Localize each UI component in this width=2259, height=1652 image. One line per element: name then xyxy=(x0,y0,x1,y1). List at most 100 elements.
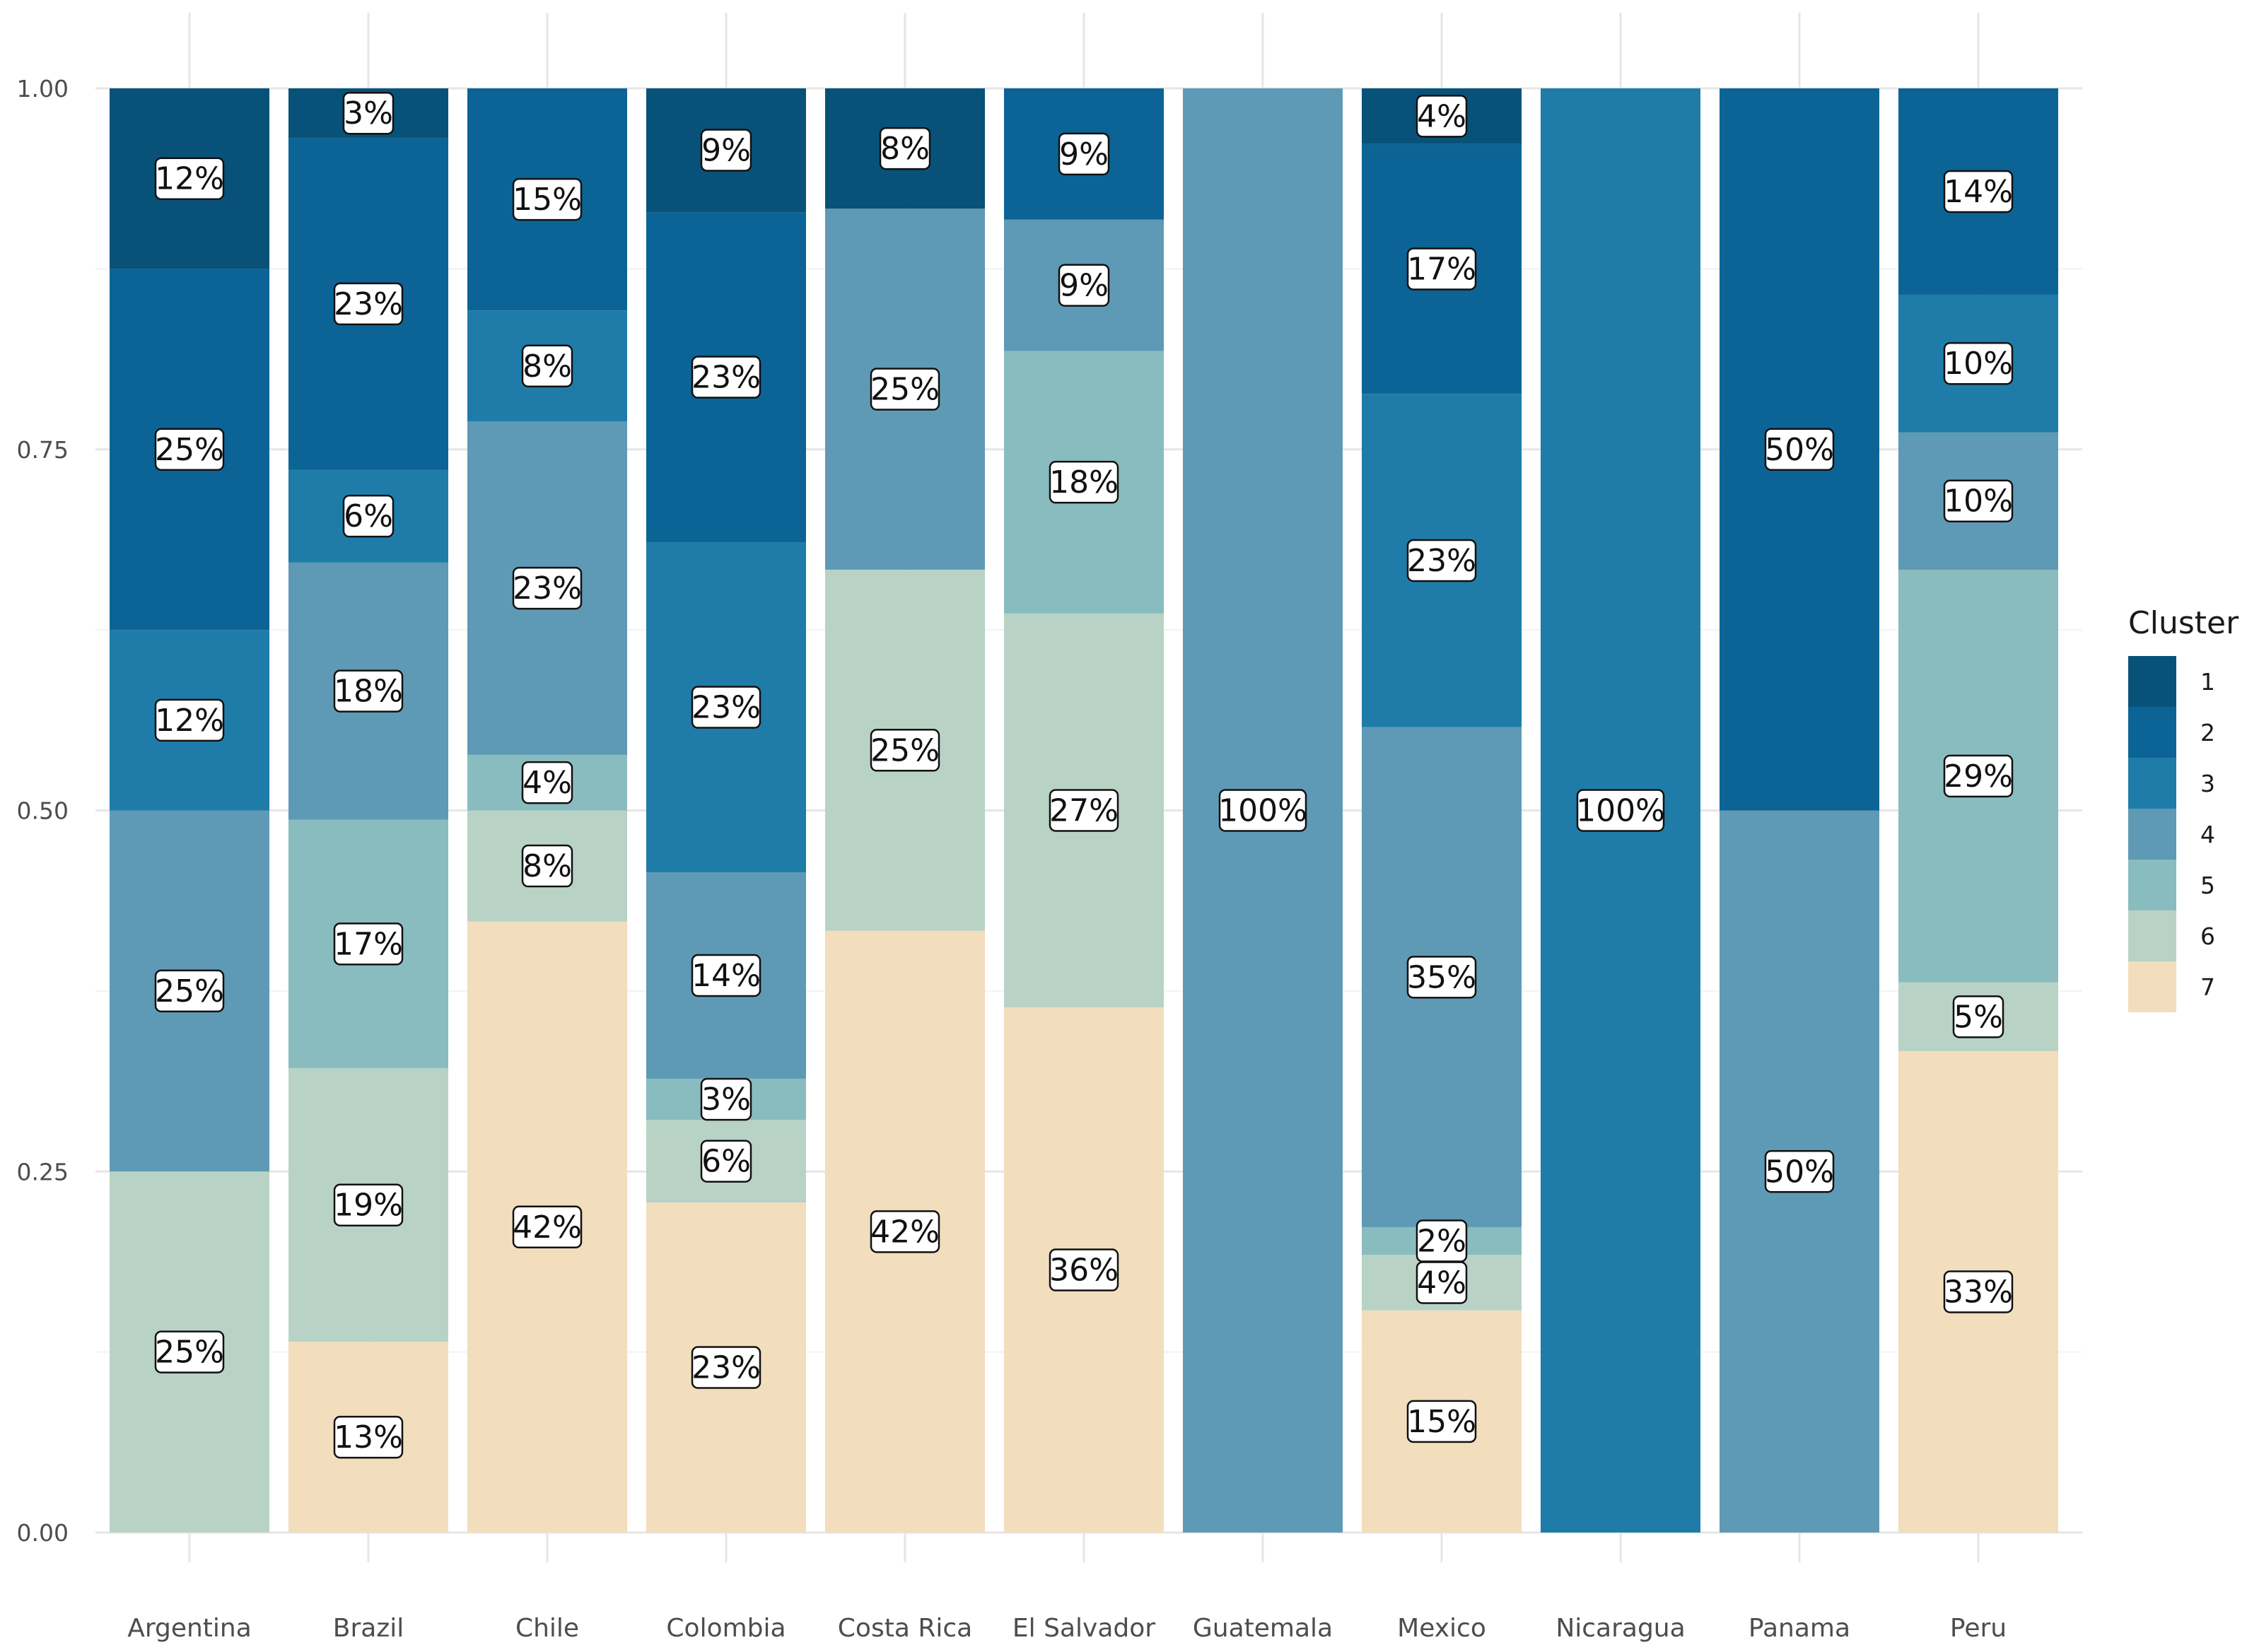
data-label: 23% xyxy=(513,570,582,607)
y-axis: 0.00 0.25 0.50 0.75 1.00 xyxy=(17,75,69,1547)
x-tick-label: Panama xyxy=(1749,1614,1850,1643)
legend-key xyxy=(2128,961,2176,1012)
data-label-box xyxy=(1943,479,2014,522)
data-label: 42% xyxy=(870,1214,940,1250)
data-label: 36% xyxy=(1049,1253,1119,1289)
data-label-box xyxy=(1952,995,2004,1038)
data-label: 23% xyxy=(1407,543,1476,579)
legend-key xyxy=(2128,656,2176,707)
y-tick-label: 0.00 xyxy=(17,1519,69,1547)
data-label-box xyxy=(154,969,225,1013)
data-label-box xyxy=(691,686,761,729)
data-label: 12% xyxy=(155,161,224,197)
data-label: 100% xyxy=(1218,793,1307,829)
data-label: 17% xyxy=(334,926,403,962)
data-label: 14% xyxy=(1944,174,2013,210)
data-label-box xyxy=(154,428,225,471)
data-label: 5% xyxy=(1954,999,2003,1035)
data-label: 50% xyxy=(1765,1154,1834,1190)
data-label-box xyxy=(333,669,404,713)
x-tick-label: Argentina xyxy=(127,1614,252,1643)
data-label-box xyxy=(1943,341,2014,385)
legend-key xyxy=(2128,707,2176,758)
data-label-box xyxy=(691,356,761,399)
data-label-box xyxy=(1218,789,1307,832)
x-axis: Argentina Brazil Chile Colombia Costa Rica El… xyxy=(127,1614,2007,1643)
data-label-box xyxy=(1764,1150,1835,1193)
data-label-box xyxy=(521,844,573,888)
data-label: 15% xyxy=(513,182,582,218)
data-label-box xyxy=(1415,1219,1468,1263)
data-label-box xyxy=(691,1346,761,1389)
data-label: 27% xyxy=(1049,793,1119,829)
data-label: 15% xyxy=(1407,1404,1476,1440)
data-label: 19% xyxy=(334,1188,403,1224)
x-tick-label: Mexico xyxy=(1397,1614,1486,1643)
data-label-box xyxy=(879,127,931,170)
data-label: 8% xyxy=(523,848,572,884)
legend-label: 4 xyxy=(2200,821,2215,848)
data-label: 9% xyxy=(1059,136,1109,172)
legend-label: 1 xyxy=(2200,668,2215,696)
data-label-box xyxy=(1764,428,1835,471)
data-label-box xyxy=(333,282,404,326)
data-label-box xyxy=(1406,539,1477,582)
data-label-box xyxy=(333,922,404,966)
y-tick-label: 1.00 xyxy=(17,75,69,102)
data-label-box xyxy=(1049,789,1119,832)
data-label-box xyxy=(1415,95,1468,138)
data-label: 14% xyxy=(691,958,761,994)
x-tick-label: Peru xyxy=(1950,1614,2007,1643)
data-label: 2% xyxy=(1417,1224,1466,1260)
data-label: 8% xyxy=(523,348,572,385)
legend-key xyxy=(2128,860,2176,910)
data-labels: 25% 25% 12% 25% 12% 13% 19% 17% 18% 6% 23% 3% 42% 8% 4… xyxy=(154,91,2014,1459)
data-label: 18% xyxy=(334,674,403,710)
data-label: 10% xyxy=(1944,484,2013,520)
data-label: 4% xyxy=(1417,98,1466,134)
data-label: 18% xyxy=(1049,464,1119,500)
data-label-box xyxy=(1058,264,1110,307)
data-label-box xyxy=(333,1415,404,1459)
data-label-box xyxy=(1406,956,1477,999)
y-tick-label: 0.25 xyxy=(17,1158,69,1185)
x-tick-label: Brazil xyxy=(333,1614,404,1643)
data-label-box xyxy=(870,729,940,772)
data-label: 3% xyxy=(344,95,393,131)
data-label-box xyxy=(870,368,940,411)
data-label: 13% xyxy=(334,1419,403,1455)
data-label-box xyxy=(1049,1248,1119,1291)
data-label-box xyxy=(154,1330,225,1373)
y-tick-label: 0.50 xyxy=(17,797,69,825)
data-label: 9% xyxy=(1059,268,1109,304)
data-label-box xyxy=(700,1140,752,1183)
data-label: 3% xyxy=(701,1082,751,1118)
data-label-box xyxy=(521,344,573,388)
data-label-box xyxy=(1406,247,1477,291)
data-label: 25% xyxy=(155,432,224,468)
data-label-box xyxy=(342,494,395,538)
data-label-box xyxy=(1049,460,1119,504)
data-label: 25% xyxy=(870,732,940,768)
data-label: 25% xyxy=(155,1335,224,1371)
data-label: 8% xyxy=(880,131,930,167)
x-tick-label: Colombia xyxy=(666,1614,786,1643)
data-label: 23% xyxy=(691,360,761,396)
data-label-box xyxy=(700,129,752,172)
data-label-box xyxy=(1576,789,1665,832)
data-label-box xyxy=(1406,1400,1477,1443)
data-label: 42% xyxy=(513,1209,582,1246)
legend-label: 3 xyxy=(2200,770,2215,797)
legend-label: 2 xyxy=(2200,719,2215,746)
data-label-box xyxy=(521,761,573,804)
legend-key xyxy=(2128,809,2176,860)
data-label: 100% xyxy=(1576,793,1665,829)
data-label-box xyxy=(1943,1270,2014,1313)
y-tick-label: 0.75 xyxy=(17,436,69,464)
data-label: 50% xyxy=(1765,432,1834,468)
data-label: 35% xyxy=(1407,959,1476,995)
data-label-box xyxy=(1943,170,2014,213)
data-label-box xyxy=(1058,132,1110,176)
data-label-box xyxy=(870,1210,940,1253)
